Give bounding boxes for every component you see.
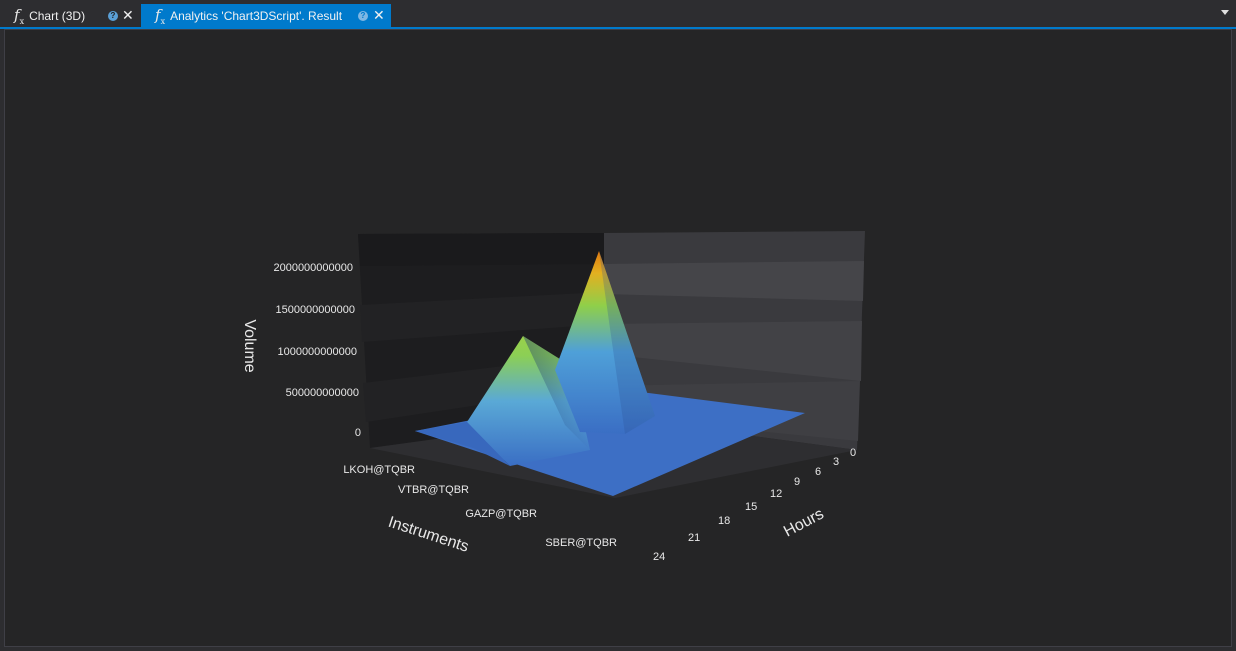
z-tick-label: 0	[355, 427, 361, 439]
axis-title-instruments: Instruments	[386, 514, 471, 556]
fx-icon: fx	[155, 6, 166, 26]
hour-tick-label: 9	[794, 476, 800, 488]
instrument-label: SBER@TQBR	[545, 537, 617, 549]
hour-tick-label: 6	[815, 466, 821, 478]
help-icon[interactable]: ?	[358, 11, 368, 21]
hour-tick-labels: 0 3 6 9 12 15 18 21 24	[653, 447, 856, 563]
hour-tick-label: 15	[745, 501, 757, 513]
axis-title-volume: Volume	[241, 319, 258, 372]
hour-tick-label: 0	[850, 447, 856, 459]
chart-panel: Volume 2000000000000 1500000000000 10000…	[4, 29, 1232, 647]
tab-label: Chart (3D)	[29, 9, 86, 23]
tab-list-dropdown-icon[interactable]	[1221, 10, 1229, 15]
tab-chart-3d[interactable]: fx Chart (3D) ? ✕	[0, 4, 140, 28]
close-icon[interactable]: ✕	[373, 7, 385, 23]
surface-peaks	[415, 251, 655, 466]
hour-tick-label: 21	[688, 532, 700, 544]
instrument-label: GAZP@TQBR	[465, 508, 537, 520]
hour-tick-label: 3	[833, 456, 839, 468]
instrument-label: VTBR@TQBR	[398, 484, 469, 496]
tab-label: Analytics 'Chart3DScript'. Result	[170, 9, 343, 23]
z-tick-label: 1500000000000	[275, 304, 355, 316]
instrument-label: LKOH@TQBR	[343, 464, 415, 476]
tab-accent-line	[0, 27, 1236, 29]
z-tick-label: 500000000000	[286, 387, 359, 399]
hour-tick-label: 18	[718, 515, 730, 527]
tab-analytics-result[interactable]: fx Analytics 'Chart3DScript'. Result ? ✕	[141, 4, 391, 28]
axis-title-hours: Hours	[781, 506, 827, 541]
help-icon[interactable]: ?	[108, 11, 118, 21]
z-tick-label: 2000000000000	[273, 262, 353, 274]
hour-tick-label: 12	[770, 488, 782, 500]
hour-tick-label: 24	[653, 551, 665, 563]
fx-icon: fx	[14, 6, 25, 26]
close-icon[interactable]: ✕	[122, 7, 134, 23]
instrument-tick-labels: LKOH@TQBR VTBR@TQBR GAZP@TQBR SBER@TQBR	[343, 464, 617, 549]
chart-3d[interactable]: Volume 2000000000000 1500000000000 10000…	[5, 30, 1233, 648]
tab-bar: fx Chart (3D) ? ✕ fx Analytics 'Chart3DS…	[0, 0, 1236, 28]
z-tick-labels: 2000000000000 1500000000000 100000000000…	[273, 262, 361, 439]
z-tick-label: 1000000000000	[277, 346, 357, 358]
